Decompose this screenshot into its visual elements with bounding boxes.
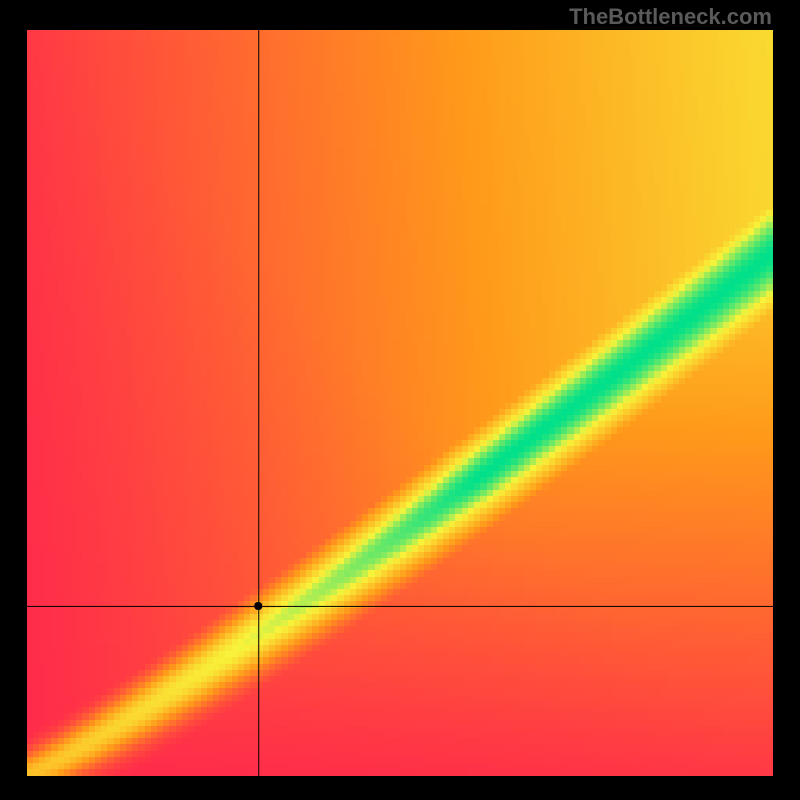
chart-container: TheBottleneck.com [0, 0, 800, 800]
heatmap-plot [27, 30, 773, 776]
watermark-text: TheBottleneck.com [569, 4, 772, 30]
heatmap-canvas [27, 30, 773, 776]
